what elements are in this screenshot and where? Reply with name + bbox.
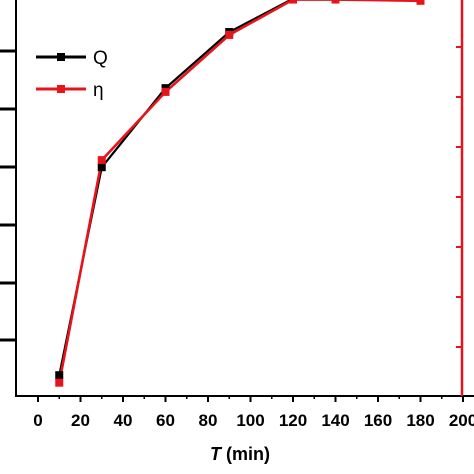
data-point-eta xyxy=(97,156,106,165)
x-axis-ticks xyxy=(37,396,464,402)
data-point-eta xyxy=(225,30,234,39)
legend-marker-q xyxy=(57,53,65,61)
x-tick-label: 0 xyxy=(33,411,42,430)
x-tick-label: 40 xyxy=(114,411,133,430)
legend-marker-eta xyxy=(57,85,65,93)
x-tick-label: 120 xyxy=(279,411,307,430)
x-axis-title: T (min) xyxy=(210,444,270,464)
series-line-q xyxy=(58,0,421,376)
x-tick-label: 140 xyxy=(321,411,349,430)
data-point-eta xyxy=(55,378,64,387)
legend-label-eta: η xyxy=(93,80,104,101)
data-point-q xyxy=(55,371,64,380)
legend: Q η xyxy=(36,48,108,101)
data-point-q xyxy=(97,163,106,172)
data-point-eta xyxy=(289,0,297,4)
x-axis-title-unit: (min) xyxy=(221,444,270,464)
legend-label-q: Q xyxy=(93,48,108,69)
plot-lines xyxy=(58,0,421,383)
x-axis-title-var: T xyxy=(210,444,223,464)
x-axis-tick-labels: 0 20 40 60 80 100 120 140 160 180 200 xyxy=(33,411,474,430)
x-tick-label: 160 xyxy=(364,411,392,430)
x-tick-label: 180 xyxy=(406,411,434,430)
x-tick-label: 100 xyxy=(236,411,264,430)
x-tick-label: 200 xyxy=(449,411,474,430)
data-point-eta xyxy=(416,0,425,5)
data-point-eta xyxy=(331,0,340,4)
left-y-axis-ticks xyxy=(0,49,16,342)
x-tick-label: 60 xyxy=(156,411,175,430)
x-tick-label: 80 xyxy=(199,411,218,430)
x-tick-label: 20 xyxy=(71,411,90,430)
right-y-axis-ticks xyxy=(456,46,462,348)
series-line-eta xyxy=(58,0,421,383)
data-point-eta xyxy=(161,87,170,96)
plot-markers xyxy=(55,0,425,387)
